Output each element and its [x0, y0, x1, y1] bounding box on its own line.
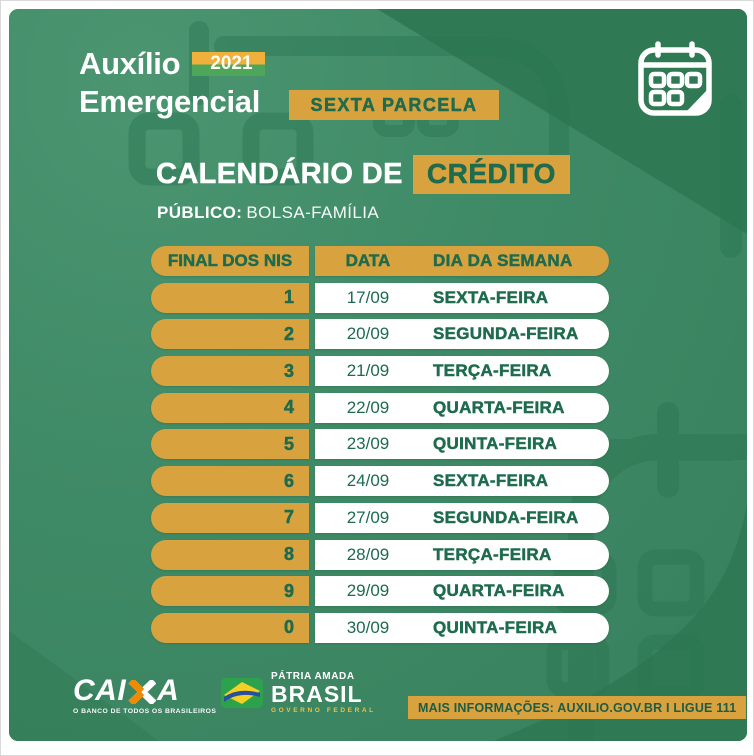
- date-day-cell: 27/09 SEGUNDA-FEIRA: [315, 502, 609, 533]
- date-day-cell: 17/09 SEXTA-FEIRA: [315, 282, 609, 313]
- date-day-cell: 30/09 QUINTA-FEIRA: [315, 612, 609, 643]
- weekday-value: QUARTA-FEIRA: [433, 397, 565, 418]
- date-value: 17/09: [346, 287, 390, 307]
- date-day-cell: 24/09 SEXTA-FEIRA: [315, 466, 609, 497]
- date-day-cell: 29/09 QUARTA-FEIRA: [315, 576, 609, 607]
- gov-line1: PÁTRIA AMADA: [271, 671, 355, 682]
- date-value: 27/09: [346, 507, 390, 527]
- table-row: 5 23/09 QUINTA-FEIRA: [151, 429, 609, 460]
- header-date: DATA: [345, 251, 391, 271]
- calendar-fold-corner: [685, 88, 709, 113]
- payment-calendar-table: FINAL DOS NIS DATA DIA DA SEMANA 1 17/09…: [151, 246, 609, 650]
- nis-cell: 0: [151, 612, 309, 643]
- caixa-letters-right: A: [157, 674, 180, 707]
- header-day: DIA DA SEMANA: [433, 251, 573, 271]
- program-name-line2: Emergencial: [79, 84, 261, 119]
- table-row: 6 24/09 SEXTA-FEIRA: [151, 466, 609, 497]
- caixa-letters-left: CAI: [73, 674, 127, 707]
- table-row: 4 22/09 QUARTA-FEIRA: [151, 392, 609, 423]
- table-row: 2 20/09 SEGUNDA-FEIRA: [151, 319, 609, 350]
- table-row: 3 21/09 TERÇA-FEIRA: [151, 356, 609, 387]
- calendar-icon: [638, 41, 712, 116]
- date-value: 24/09: [346, 471, 390, 491]
- table-row: 7 27/09 SEGUNDA-FEIRA: [151, 502, 609, 533]
- more-info-badge: MAIS INFORMAÇÕES: AUXILIO.GOV.BR I LIGUE…: [408, 696, 747, 719]
- date-day-cell: 21/09 TERÇA-FEIRA: [315, 356, 609, 387]
- title-prefix: CALENDÁRIO DE: [156, 158, 403, 191]
- table-row: 9 29/09 QUARTA-FEIRA: [151, 576, 609, 607]
- date-day-cell: 20/09 SEGUNDA-FEIRA: [315, 319, 609, 350]
- installment-badge: SEXTA PARCELA: [289, 90, 499, 120]
- date-value: 29/09: [346, 581, 390, 601]
- nis-cell: 4: [151, 392, 309, 423]
- government-logo-text: PÁTRIA AMADA BRASIL GOVERNO FEDERAL: [271, 671, 376, 714]
- date-value: 30/09: [346, 617, 390, 637]
- weekday-value: TERÇA-FEIRA: [433, 361, 552, 381]
- date-value: 20/09: [346, 324, 390, 344]
- nis-cell: 1: [151, 282, 309, 313]
- date-value: 28/09: [346, 544, 390, 564]
- caixa-x-icon: [128, 680, 157, 704]
- weekday-value: TERÇA-FEIRA: [433, 544, 552, 564]
- weekday-value: SEXTA-FEIRA: [433, 471, 549, 491]
- title-highlight-badge: CRÉDITO: [412, 155, 570, 194]
- audience-value: BOLSA-FAMÍLIA: [246, 203, 380, 222]
- program-logo: Auxílio 2021 Emergencial: [79, 45, 265, 121]
- table-row: 0 30/09 QUINTA-FEIRA: [151, 612, 609, 643]
- header-nis: FINAL DOS NIS: [151, 246, 309, 276]
- date-day-cell: 22/09 QUARTA-FEIRA: [315, 392, 609, 423]
- nis-cell: 3: [151, 356, 309, 387]
- program-name-line1: Auxílio: [79, 46, 181, 81]
- date-day-cell: 28/09 TERÇA-FEIRA: [315, 539, 609, 570]
- weekday-value: QUINTA-FEIRA: [433, 617, 558, 638]
- weekday-value: QUINTA-FEIRA: [433, 434, 558, 454]
- caixa-tagline: O BANCO DE TODOS OS BRASILEIROS: [73, 708, 217, 715]
- nis-cell: 9: [151, 576, 309, 607]
- weekday-value: SEGUNDA-FEIRA: [433, 507, 579, 528]
- government-logo: PÁTRIA AMADA BRASIL GOVERNO FEDERAL: [221, 671, 376, 714]
- caixa-logo: CAI A O BANCO DE TODOS OS BRASILEIROS: [73, 674, 217, 716]
- page-title: CALENDÁRIO DE CRÉDITO: [156, 155, 570, 194]
- poster-canvas: Auxílio 2021 Emergencial SEXTA PARCELA: [9, 9, 747, 741]
- audience-line: PÚBLICO: BOLSA-FAMÍLIA: [157, 203, 379, 223]
- nis-cell: 5: [151, 429, 309, 460]
- brazil-flag-icon: [221, 677, 263, 708]
- date-value: 21/09: [346, 361, 390, 381]
- audience-label: PÚBLICO:: [157, 203, 243, 222]
- weekday-value: QUARTA-FEIRA: [433, 581, 565, 601]
- weekday-value: SEXTA-FEIRA: [433, 287, 549, 307]
- weekday-value: SEGUNDA-FEIRA: [433, 324, 579, 344]
- nis-cell: 6: [151, 466, 309, 497]
- caixa-wordmark: CAI A: [73, 674, 216, 707]
- table-row: 8 28/09 TERÇA-FEIRA: [151, 539, 609, 570]
- date-day-cell: 23/09 QUINTA-FEIRA: [315, 429, 609, 460]
- program-logo-line1: Auxílio 2021: [79, 45, 265, 83]
- nis-cell: 7: [151, 502, 309, 533]
- table-row: 1 17/09 SEXTA-FEIRA: [151, 282, 609, 313]
- gov-line3: GOVERNO FEDERAL: [271, 707, 376, 714]
- year-badge: 2021: [192, 52, 265, 76]
- date-value: 23/09: [346, 434, 390, 454]
- nis-cell: 2: [151, 319, 309, 350]
- gov-line2: BRASIL: [271, 681, 363, 707]
- header-date-day: DATA DIA DA SEMANA: [315, 246, 609, 276]
- date-value: 22/09: [346, 397, 390, 417]
- table-header-row: FINAL DOS NIS DATA DIA DA SEMANA: [151, 246, 609, 276]
- nis-cell: 8: [151, 539, 309, 570]
